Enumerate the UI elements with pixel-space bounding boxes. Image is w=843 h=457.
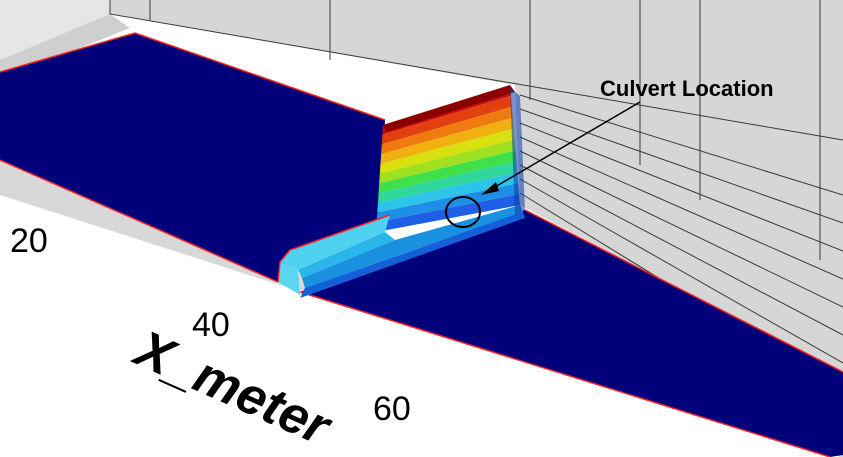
floor-upstream: [0, 33, 385, 282]
wall-grid-hline: [519, 136, 843, 280]
floor-edge-right: [299, 291, 831, 457]
floor-edge-upstream: [0, 32, 386, 121]
contour-band: [377, 172, 519, 213]
embankment-crest: [383, 85, 515, 132]
axis-tick-20: 20: [10, 222, 48, 260]
axis-tick-40: 40: [192, 306, 230, 344]
right-wall: [110, 0, 843, 375]
contour-band: [376, 194, 520, 232]
wall-rim: [109, 0, 843, 141]
wall-grid-hline: [519, 150, 843, 308]
road-contour-band: [300, 212, 525, 298]
road-contour-band: [280, 215, 390, 270]
culvert-location-label: Culvert Location: [600, 76, 774, 101]
floor-edge-back: [524, 209, 843, 373]
contour-band: [378, 150, 517, 194]
wall-grid-hline: [519, 108, 843, 224]
embankment-face-contours: [376, 85, 520, 232]
contour-band: [379, 128, 515, 174]
road-contour-band: [298, 232, 395, 278]
embankment-side: [510, 88, 525, 215]
leader-arrowhead: [481, 182, 499, 195]
axis-title: X_meter: [124, 319, 340, 457]
contour-band: [379, 139, 516, 184]
culvert-circle-marker: [445, 196, 481, 228]
contour-band: [381, 106, 513, 155]
road-edge: [277, 214, 391, 283]
contour-band: [377, 161, 518, 203]
wall-grid-hline: [519, 178, 843, 364]
axis-tick-60: 60: [373, 390, 411, 428]
wall-grid-hline: [519, 122, 843, 252]
floor-edge-left: [0, 159, 279, 283]
wall-grid-hline: [519, 164, 843, 336]
leader-arrow: [482, 101, 641, 195]
top-left-wall: [0, 0, 110, 60]
wall-grid-hline: [519, 94, 843, 196]
road-contour-band: [278, 262, 300, 295]
contour-band: [380, 117, 514, 164]
floor-downstream: [300, 210, 843, 457]
contour-band: [381, 95, 512, 145]
